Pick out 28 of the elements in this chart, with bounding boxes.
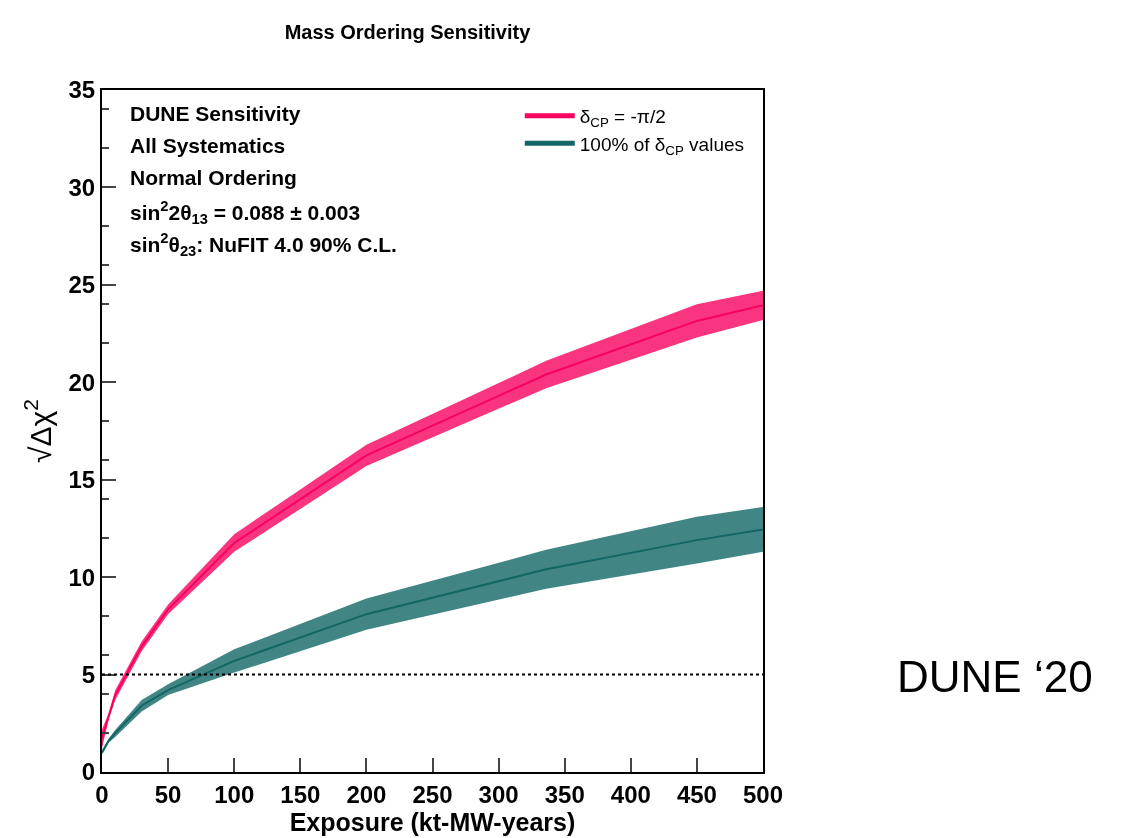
x-tick-label: 250 <box>412 780 453 808</box>
y-tick-label: 5 <box>81 660 96 688</box>
y-tick-label: 20 <box>68 368 96 396</box>
y-tick-label: 10 <box>68 563 96 591</box>
x-tick-label: 450 <box>676 780 717 808</box>
y-tick-label: 35 <box>68 76 96 104</box>
y-tick-label: 25 <box>68 271 96 299</box>
y-tick-label: 30 <box>68 173 96 201</box>
x-tick-label: 100 <box>214 780 255 808</box>
y-tick-label: 0 <box>81 758 96 786</box>
x-tick-label: 400 <box>610 780 651 808</box>
x-axis-title: Exposure (kt-MW-years) <box>289 807 576 836</box>
annotation: sin$^{2}$θ$_{23}$: NuFIT 4.0 90% C.L. <box>130 230 397 260</box>
chart-title: Mass Ordering Sensitivity <box>284 21 532 44</box>
x-tick-label: 350 <box>544 780 585 808</box>
x-tick-label: 200 <box>346 780 387 808</box>
x-tick-label: 150 <box>280 780 321 808</box>
y-tick-label: 15 <box>68 466 96 494</box>
x-tick-label: 300 <box>478 780 519 808</box>
text: DUNE ‘20 <box>897 652 1093 701</box>
annotation: Normal Ordering <box>130 166 297 189</box>
x-tick-label: 500 <box>742 780 784 808</box>
annotation: All Systematics <box>130 134 286 157</box>
annotation: DUNE Sensitivity <box>130 102 301 125</box>
legend-label: 100% of δ$_{CP}$ values <box>579 133 745 158</box>
legend-label: δ$_{CP}$ = -π/2 <box>579 106 666 131</box>
annotation: sin$^{2}$2θ$_{13}$ = 0.088 ± 0.003 <box>130 198 361 228</box>
x-tick-label: 50 <box>154 780 182 808</box>
